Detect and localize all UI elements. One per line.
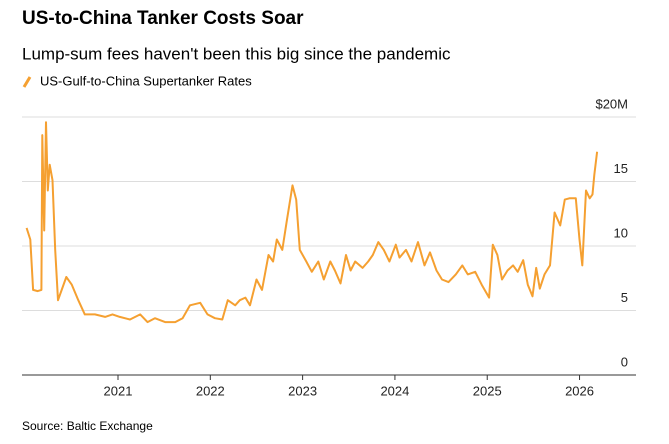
legend-swatch	[22, 76, 32, 88]
y-tick-label: 10	[614, 225, 628, 240]
source: Source: Baltic Exchange	[22, 419, 153, 433]
x-tick-label: 2023	[288, 383, 317, 398]
x-tick-label: 2022	[196, 383, 225, 398]
y-tick-label: $20M	[595, 96, 628, 111]
x-tick-label: 2021	[104, 383, 133, 398]
y-tick-label: 0	[621, 354, 628, 369]
legend-label: US-Gulf-to-China Supertanker Rates	[40, 73, 252, 88]
chart-title: US-to-China Tanker Costs Soar	[22, 8, 304, 29]
y-tick-label: 15	[614, 161, 628, 176]
y-tick-label: 5	[621, 290, 628, 305]
data-line	[25, 121, 599, 324]
x-tick-label: 2024	[380, 383, 409, 398]
x-tick-label: 2025	[473, 383, 502, 398]
chart-subtitle: Lump-sum fees haven't been this big sinc…	[22, 44, 451, 63]
x-tick-label: 2026	[565, 383, 594, 398]
